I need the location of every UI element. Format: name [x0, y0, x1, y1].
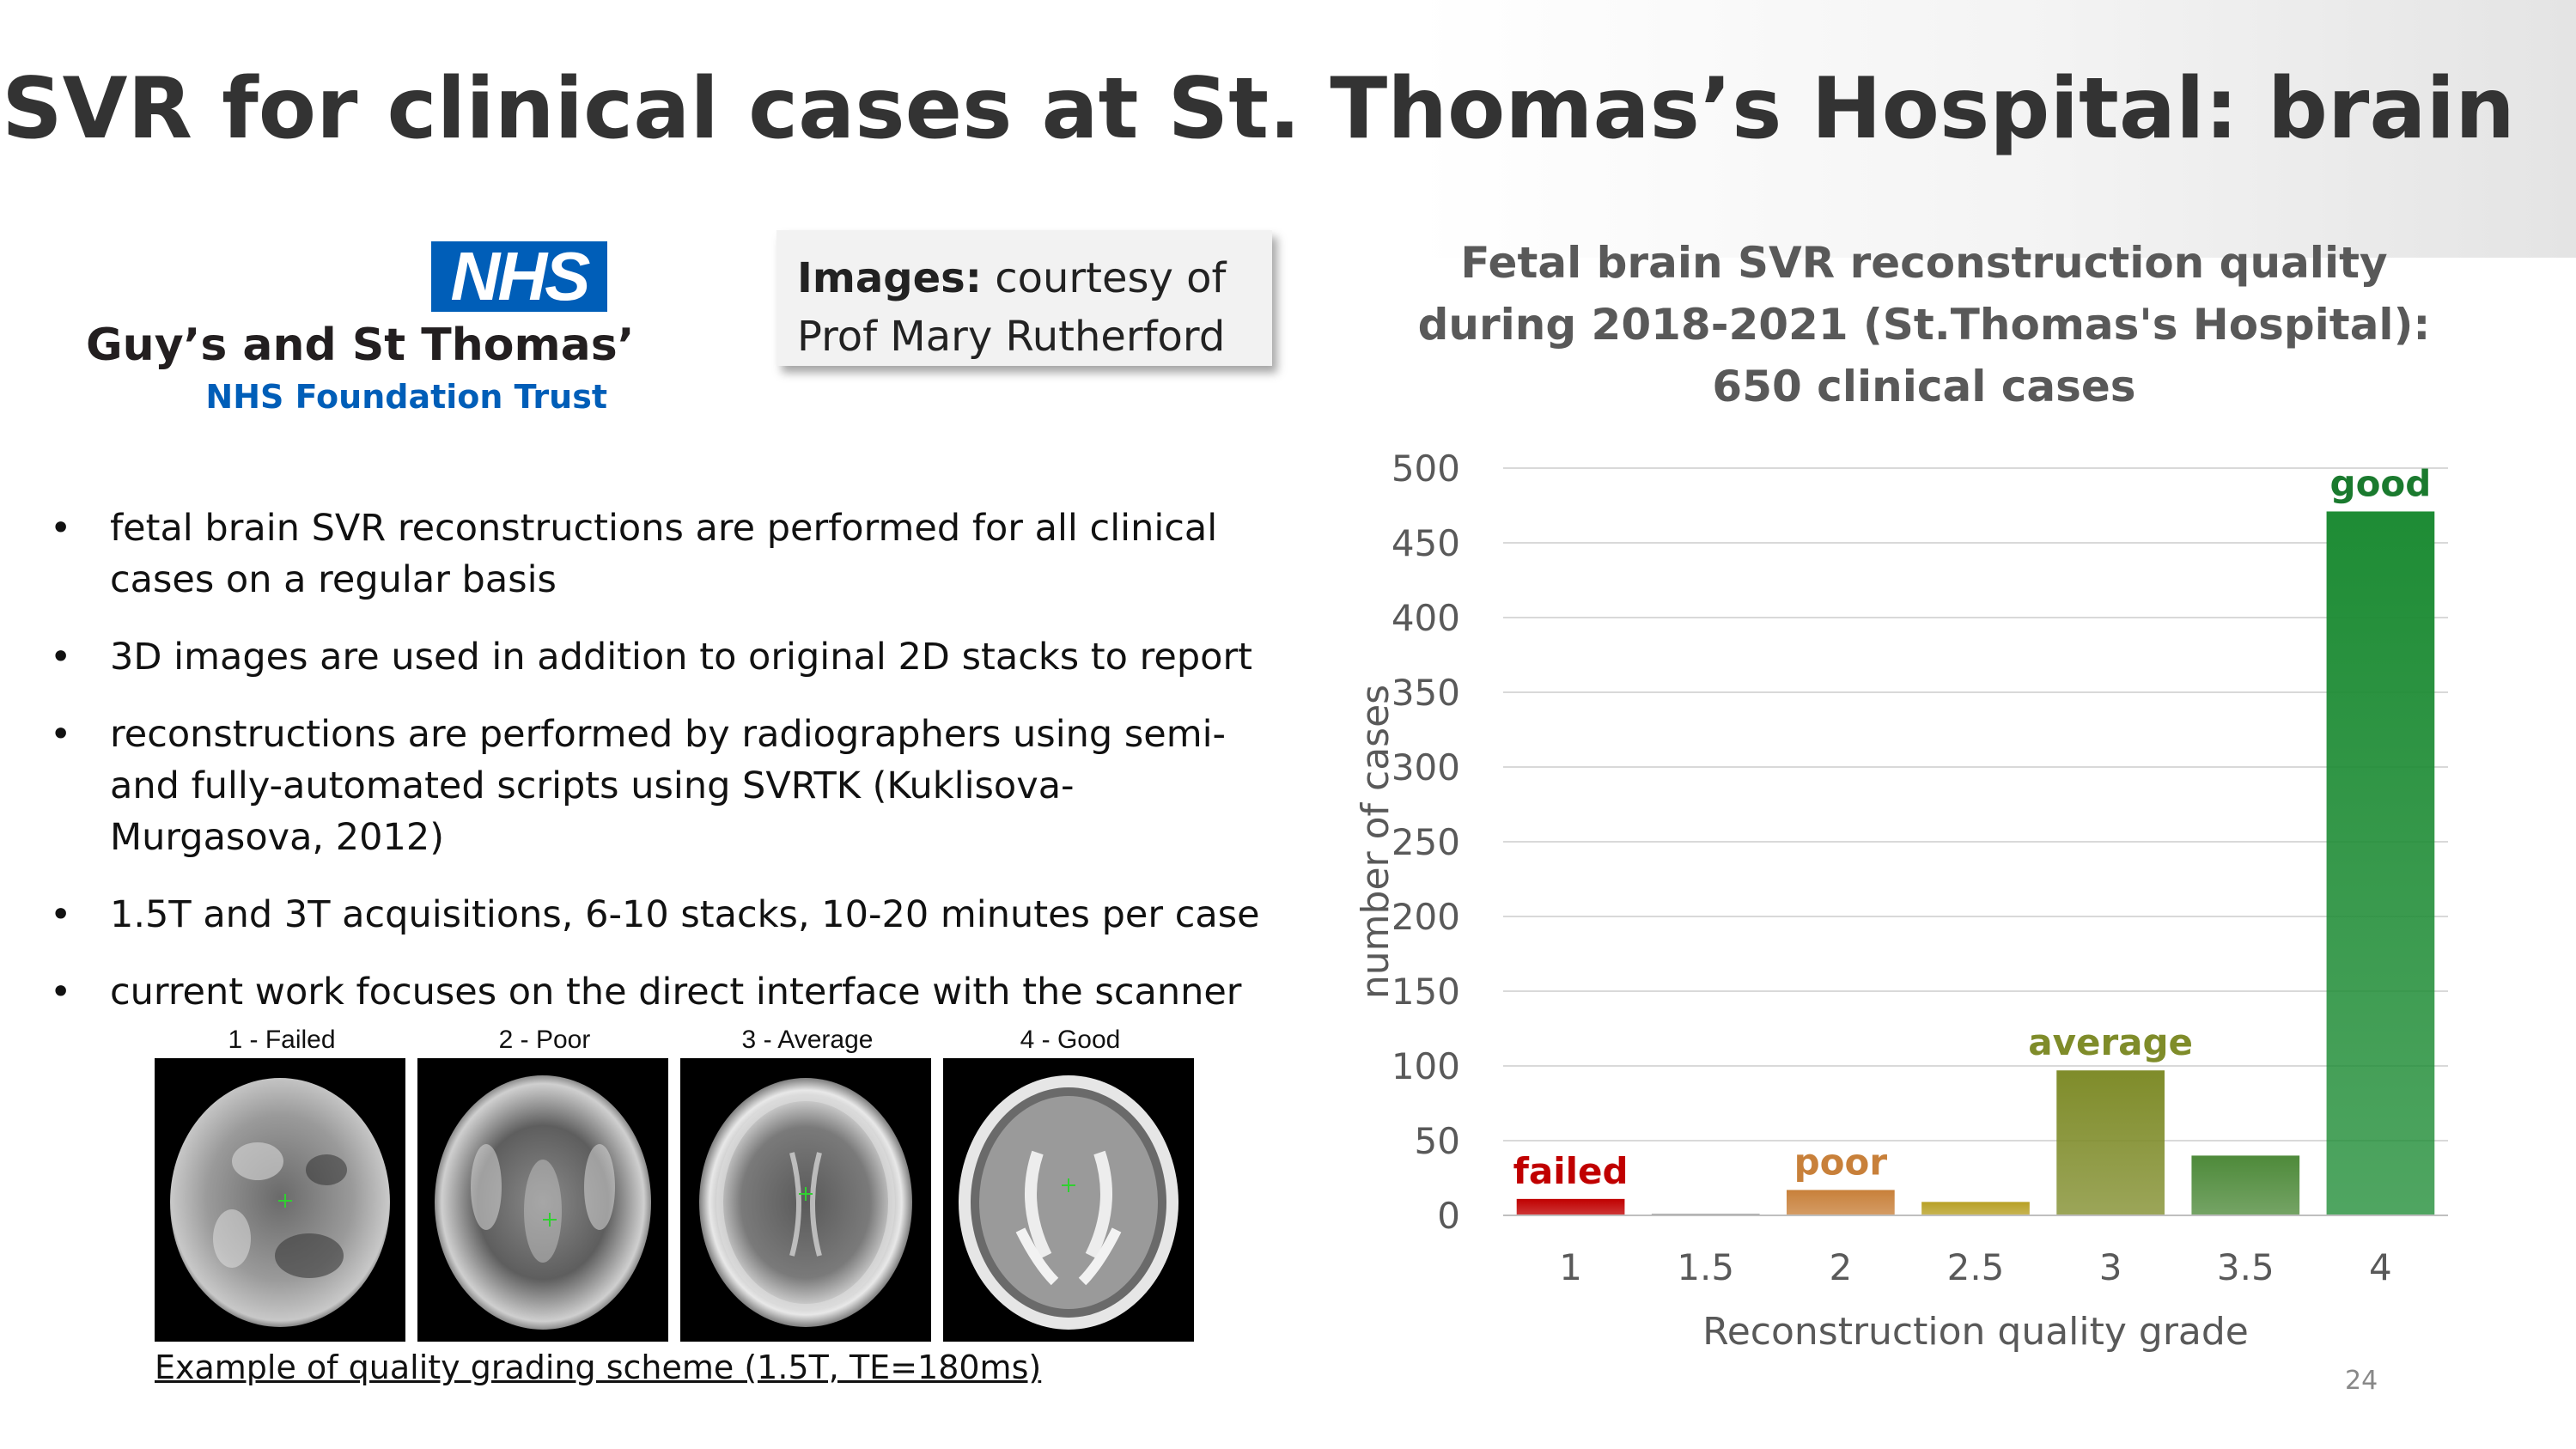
x-tick-label: 4 [2369, 1246, 2392, 1288]
x-tick-label: 1 [1559, 1246, 1582, 1288]
bullet-item: 3D images are used in addition to origin… [45, 631, 1282, 683]
y-tick-label: 450 [1392, 522, 1460, 564]
x-tick-label: 3.5 [2217, 1246, 2275, 1288]
bar-chart: 0 50 100 150 200 250 300 350 400 450 500 1 1.5 2 2.5 3 3… [1354, 447, 2448, 1354]
bar [2191, 1155, 2300, 1215]
bullet-item: 1.5T and 3T acquisitions, 6-10 stacks, 1… [45, 889, 1282, 941]
y-tick-label: 300 [1392, 746, 1460, 788]
chart-title-line: Fetal brain SVR reconstruction quality [1460, 238, 2388, 288]
bar-annotation: poor [1794, 1141, 1888, 1183]
bar-annotation: average [2028, 1021, 2193, 1063]
chart-title-line: 650 clinical cases [1712, 362, 2136, 411]
y-axis-label: number of cases [1354, 685, 1398, 999]
mri-image [680, 1058, 931, 1342]
chart-title-line: during 2018-2021 (St.Thomas's Hospital): [1417, 300, 2431, 350]
y-tick-label: 200 [1392, 896, 1460, 938]
y-tick-label: 0 [1437, 1195, 1460, 1237]
trust-subtitle: NHS Foundation Trust [205, 378, 607, 416]
mri-example-failed: 1 - Failed [155, 1022, 409, 1342]
y-tick-label: 50 [1415, 1120, 1460, 1162]
mri-image [943, 1058, 1194, 1342]
x-axis-label: Reconstruction quality grade [1702, 1310, 2249, 1354]
courtesy-name: Prof Mary Rutherford [797, 313, 1226, 361]
mri-image [155, 1058, 405, 1342]
bar [1787, 1190, 1895, 1215]
y-tick-label: 500 [1392, 447, 1460, 490]
bar [2056, 1070, 2165, 1215]
mri-example-good: 4 - Good [943, 1022, 1197, 1342]
courtesy-label: Images: [797, 254, 982, 302]
bullet-list: fetal brain SVR reconstructions are perf… [45, 502, 1282, 1044]
mri-label: 2 - Poor [498, 1026, 591, 1054]
bullet-item: reconstructions are performed by radiogr… [45, 709, 1282, 863]
y-tick-label: 100 [1392, 1045, 1460, 1087]
bar-annotation: good [2330, 462, 2432, 504]
image-courtesy-box: Images: courtesy of Prof Mary Rutherford [776, 230, 1272, 366]
chart-title: Fetal brain SVR reconstruction quality d… [1409, 232, 2439, 417]
mri-label: 4 - Good [1020, 1026, 1121, 1054]
slide-title: SVR for clinical cases at St. Thomas’s H… [2, 60, 2515, 158]
x-tick-label: 1.5 [1677, 1246, 1734, 1288]
bullet-item: current work focuses on the direct inter… [45, 966, 1282, 1018]
mri-label: 3 - Average [741, 1026, 874, 1054]
x-tick-label: 3 [2099, 1246, 2122, 1288]
courtesy-text: courtesy of [995, 254, 1227, 302]
grading-caption: Example of quality grading scheme (1.5T,… [155, 1349, 1042, 1386]
grading-examples: 1 - Failed 2 - Poor [155, 1022, 1203, 1349]
mri-image [417, 1058, 668, 1342]
nhs-logo-badge: NHS [431, 241, 607, 312]
bar-annotation: failed [1513, 1150, 1629, 1192]
y-tick-label: 150 [1392, 971, 1460, 1013]
mri-example-average: 3 - Average [680, 1022, 935, 1342]
header-background [0, 0, 2576, 258]
bar [2326, 511, 2435, 1215]
mri-example-poor: 2 - Poor [417, 1022, 672, 1342]
x-tick-label: 2.5 [1947, 1246, 2005, 1288]
page-number: 24 [2345, 1366, 2378, 1396]
bar [1516, 1198, 1625, 1215]
y-tick-label: 250 [1392, 821, 1460, 863]
bullet-item: fetal brain SVR reconstructions are perf… [45, 502, 1282, 606]
y-tick-label: 350 [1392, 672, 1460, 714]
y-tick-label: 400 [1392, 597, 1460, 639]
mri-label: 1 - Failed [228, 1026, 336, 1054]
trust-name: Guy’s and St Thomas’ [86, 320, 635, 371]
bar [1921, 1202, 2030, 1215]
x-tick-label: 2 [1829, 1246, 1852, 1288]
